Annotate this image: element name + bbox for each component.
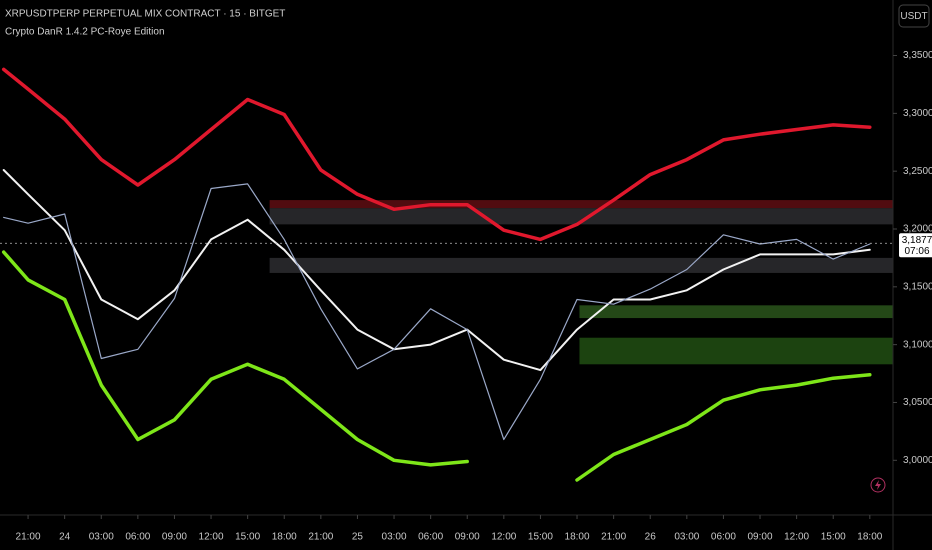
price-zone: [269, 200, 893, 209]
x-tick-label: 18:00: [272, 532, 297, 543]
x-tick-label: 18:00: [857, 532, 882, 543]
series-line: [2, 169, 871, 372]
chart-title: XRPUSDTPERP PERPETUAL MIX CONTRACT · 15 …: [5, 9, 285, 20]
currency-button[interactable]: [898, 4, 930, 28]
x-tick-label: 15:00: [235, 532, 260, 543]
currency-label[interactable]: USDT: [900, 11, 927, 22]
x-tick-label: 09:00: [455, 532, 480, 543]
x-tick-label: 03:00: [89, 532, 114, 543]
y-tick-label: 3,2500: [903, 166, 932, 177]
x-tick-label: 06:00: [711, 532, 736, 543]
y-tick-label: 3,3000: [903, 108, 932, 119]
x-tick-label: 25: [352, 532, 364, 543]
price-zone: [579, 305, 893, 319]
x-tick-label: 21:00: [16, 532, 41, 543]
x-tick-label: 24: [59, 532, 71, 543]
x-tick-label: 12:00: [784, 532, 809, 543]
x-tick-label: 12:00: [491, 532, 516, 543]
last-price-box: [899, 233, 932, 258]
plot-area: [0, 67, 893, 482]
x-tick-label: 15:00: [821, 532, 846, 543]
countdown-label: 07:06: [904, 246, 929, 257]
x-tick-label: 21:00: [601, 532, 626, 543]
x-tick-label: 12:00: [199, 532, 224, 543]
last-price-label: 3,1877: [902, 235, 932, 246]
x-tick-label: 03:00: [674, 532, 699, 543]
series-line: [1, 67, 872, 242]
chart-subtitle: Crypto DanR 1.4.2 PC-Roye Edition: [5, 27, 165, 38]
series-line: [3, 183, 871, 441]
y-tick-label: 3,1500: [903, 281, 932, 292]
price-zone: [269, 208, 893, 225]
x-tick-label: 06:00: [418, 532, 443, 543]
price-zone: [579, 337, 893, 365]
x-tick-label: 09:00: [162, 532, 187, 543]
x-tick-label: 06:00: [125, 532, 150, 543]
x-tick-label: 03:00: [382, 532, 407, 543]
x-tick-label: 21:00: [308, 532, 333, 543]
x-tick-label: 15:00: [528, 532, 553, 543]
flash-icon[interactable]: [870, 477, 886, 493]
x-tick-label: 18:00: [565, 532, 590, 543]
y-tick-label: 3,1000: [903, 339, 932, 350]
price-zone: [269, 257, 893, 273]
series-line: [1, 250, 872, 482]
y-tick-label: 3,0000: [903, 455, 932, 466]
x-tick-label: 09:00: [748, 532, 773, 543]
flash-icon-glyph: [875, 480, 881, 490]
y-tick-label: 3,3500: [903, 50, 932, 61]
y-tick-label: 3,0500: [903, 397, 932, 408]
x-tick-label: 26: [645, 532, 657, 543]
y-tick-label: 3,2000: [903, 224, 932, 235]
